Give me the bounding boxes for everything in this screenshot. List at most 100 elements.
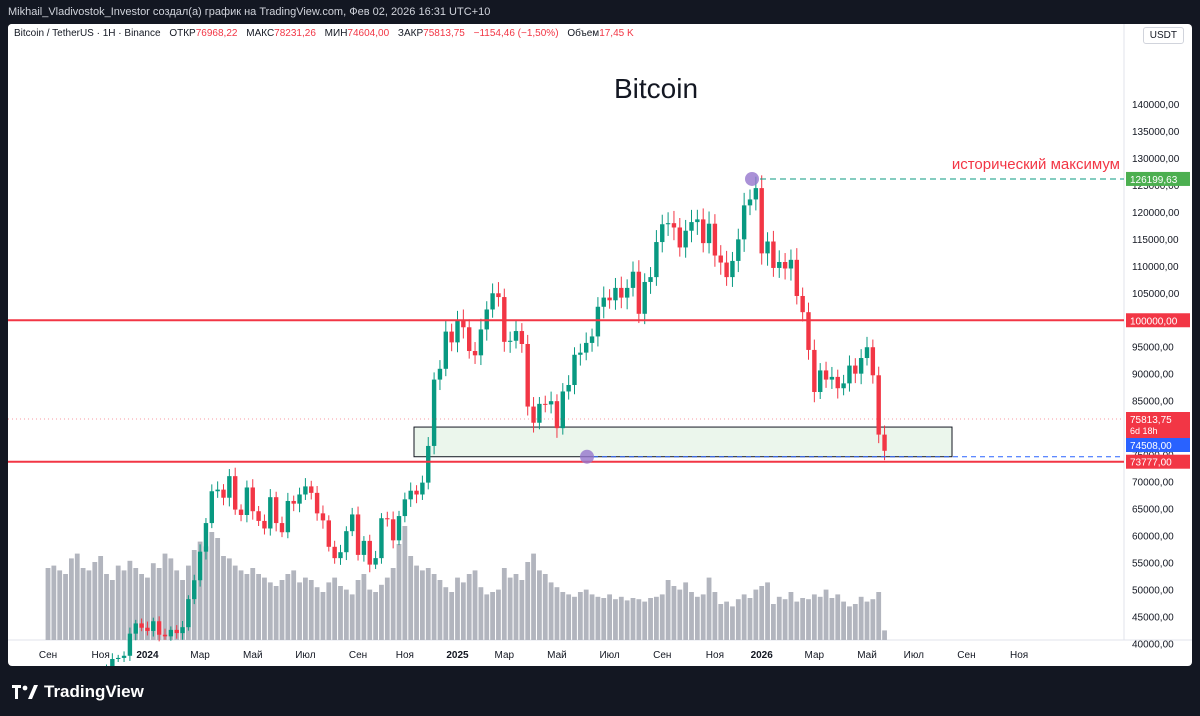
ath-price-label: 126199,63 — [1130, 175, 1178, 186]
time-tick-label: Ноя — [396, 650, 414, 661]
currency-button[interactable]: USDT — [1142, 27, 1184, 44]
last-price-tag — [1126, 412, 1190, 438]
candle-body — [256, 511, 261, 521]
candle-body — [624, 287, 630, 298]
open-label: ОТКР — [169, 28, 196, 39]
volume-bar — [677, 589, 683, 640]
candle-body — [133, 623, 138, 634]
candle-body — [472, 351, 478, 356]
volume-bar — [858, 596, 864, 640]
ath-annotation: исторический максимум — [952, 156, 1120, 173]
candle-body — [385, 518, 390, 520]
volume-bar — [267, 582, 273, 640]
volume-bar — [724, 601, 729, 640]
volume-bar — [425, 568, 431, 640]
candle-body — [660, 224, 665, 243]
level-price-label: 73777,00 — [1130, 458, 1172, 469]
volume-bar — [262, 577, 267, 640]
volume-bar — [519, 580, 525, 640]
volume-bar — [238, 570, 244, 640]
chart-svg[interactable]: 40000,00 45000,00 50000,00 55000,00 60000,00… — [8, 24, 1192, 666]
candle-body — [513, 331, 519, 341]
volume-bar — [554, 587, 560, 640]
candle-body — [636, 271, 642, 314]
candle-body — [221, 489, 226, 498]
volume-bar — [326, 582, 332, 640]
volume-bar — [408, 556, 414, 640]
candle-body — [268, 497, 273, 529]
candle-body — [741, 205, 747, 240]
price-tick-label: 95000,00 — [1132, 343, 1174, 354]
candle-body — [595, 306, 601, 337]
volume-bar — [501, 568, 507, 640]
candle-body — [244, 487, 250, 515]
candle-body — [361, 540, 367, 555]
volume-bar — [636, 599, 642, 640]
time-tick-label: Июл — [599, 650, 619, 661]
volume-bar — [718, 604, 724, 640]
volume-bar — [314, 587, 320, 640]
candle-body — [355, 514, 361, 555]
volume-bar — [174, 570, 180, 640]
volume-bar — [876, 592, 882, 640]
candle-body — [584, 342, 589, 353]
volume-label: Объем — [567, 28, 600, 39]
volume-bar — [390, 568, 396, 640]
time-tick-label: Июл — [295, 650, 315, 661]
volume-bar — [566, 594, 572, 640]
price-tick-label: 90000,00 — [1132, 370, 1174, 381]
time-tick-label: 2024 — [136, 650, 159, 661]
volume-bar — [730, 606, 735, 640]
volume-bar — [168, 558, 174, 640]
volume-bar — [507, 577, 513, 640]
volume-bar — [338, 586, 343, 640]
volume-bar — [431, 574, 437, 640]
chart-title: Bitcoin — [614, 73, 698, 104]
price-tick-label: 65000,00 — [1132, 505, 1174, 516]
candle-body — [338, 552, 343, 559]
volume-bar — [180, 580, 185, 640]
candle-body — [806, 312, 811, 350]
candle-body — [443, 331, 448, 369]
volume-bar — [139, 574, 144, 640]
volume-bar — [285, 574, 291, 640]
volume-bar — [256, 574, 261, 640]
volume-bar — [753, 589, 759, 640]
candle-body — [449, 331, 454, 343]
candle-body — [800, 295, 805, 313]
tradingview-brand[interactable]: TradingView — [12, 682, 144, 702]
volume-bar — [595, 596, 601, 640]
volume-bar — [297, 582, 302, 640]
candle-body — [531, 406, 536, 423]
candle-body — [273, 497, 279, 524]
support-zone — [413, 426, 953, 458]
candle-body — [467, 327, 472, 352]
volume-bar — [104, 574, 109, 640]
volume-bar — [542, 574, 548, 640]
candle-body — [326, 520, 331, 547]
blue-price-label: 74508,00 — [1130, 441, 1172, 452]
volume-bar — [373, 592, 378, 640]
candle-body — [876, 375, 881, 435]
volume-bar — [484, 594, 490, 640]
volume-bar — [741, 594, 747, 640]
volume-bar — [291, 570, 297, 640]
volume-bar — [414, 565, 419, 640]
volume-bar — [367, 589, 373, 640]
chart-frame: 40000,00 45000,00 50000,00 55000,00 60000,00… — [8, 24, 1192, 666]
candle-body — [209, 491, 214, 524]
candle-body — [829, 376, 835, 380]
candle-body — [765, 241, 770, 254]
symbol-label[interactable]: Bitcoin / TetherUS · 1H · Binance — [14, 28, 161, 39]
volume-bar — [449, 592, 455, 640]
volume-bar — [572, 596, 577, 640]
candle-body — [613, 287, 618, 301]
candle-body — [156, 621, 162, 635]
candle-body — [145, 627, 150, 631]
volume-bar — [788, 592, 794, 640]
candle-body — [771, 241, 776, 268]
candle-body — [373, 558, 378, 565]
candle-body — [379, 518, 384, 559]
candle-body — [344, 531, 349, 553]
candle-body — [203, 523, 209, 552]
